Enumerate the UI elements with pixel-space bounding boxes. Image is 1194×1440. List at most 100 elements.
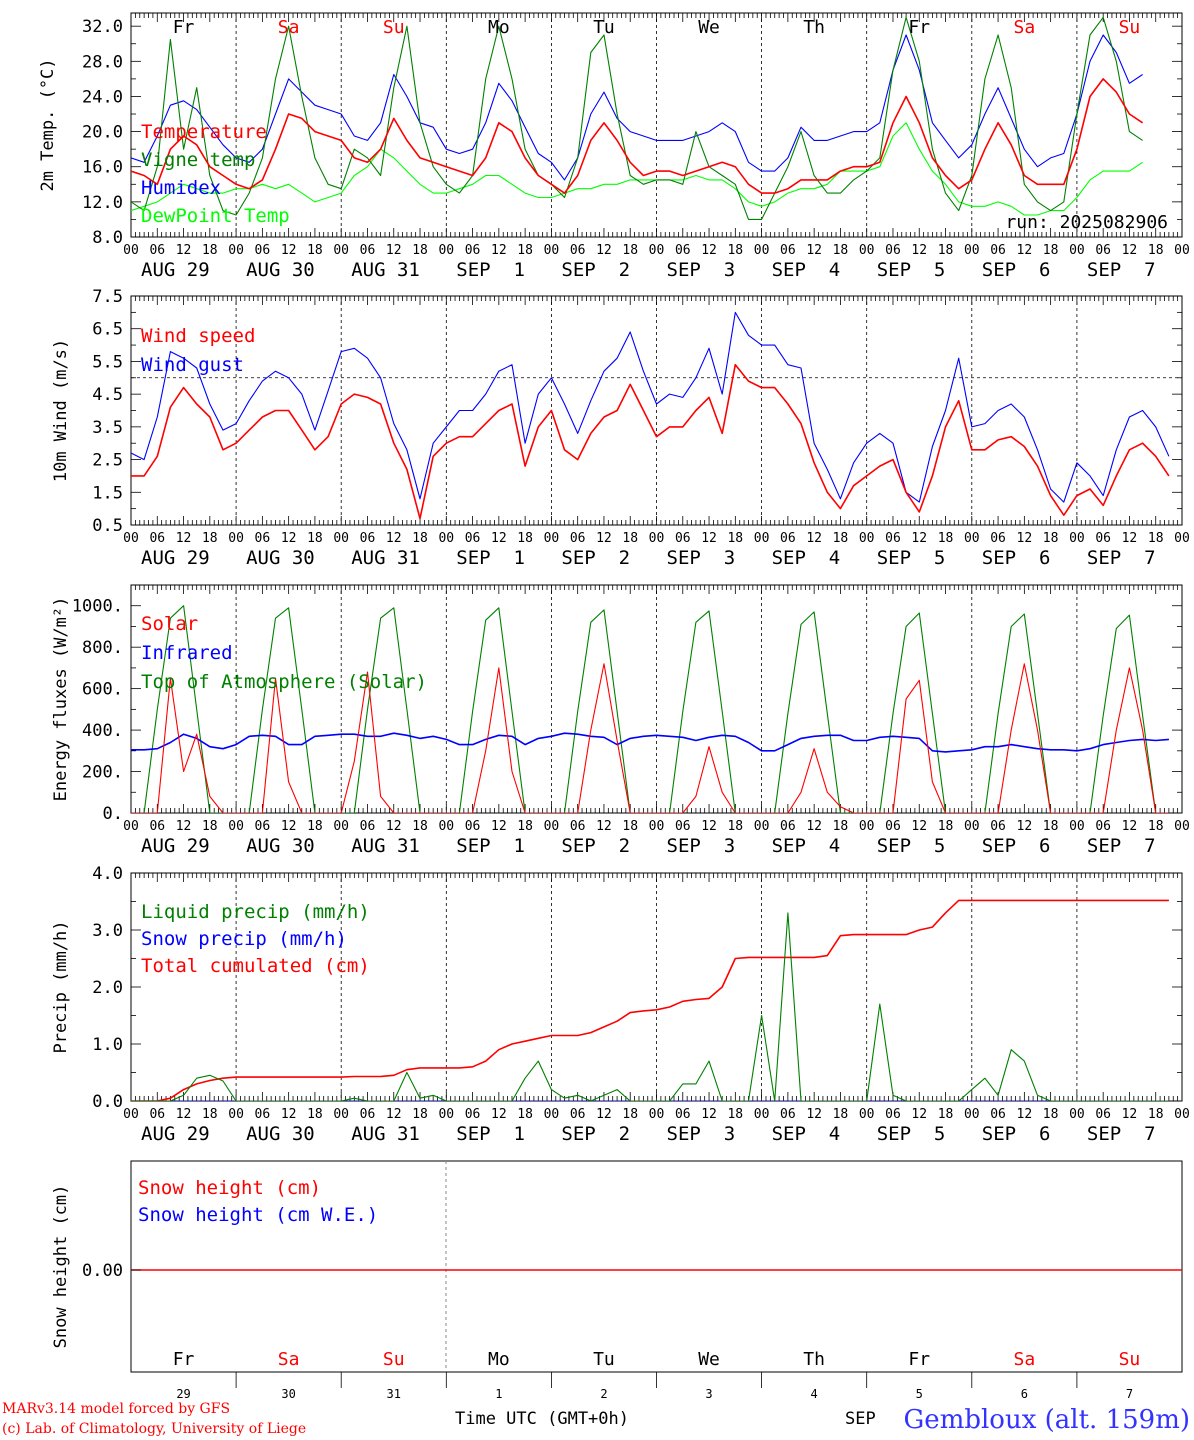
- date-label: SEP 4: [772, 547, 841, 569]
- hour-tick-label: 06: [1095, 531, 1111, 546]
- date-label: SEP 2: [561, 259, 630, 281]
- y-tick-label: 8.0: [92, 228, 123, 248]
- hour-tick-label: 00: [544, 243, 560, 258]
- hour-tick-label: 12: [1017, 819, 1033, 834]
- hour-tick-label: 12: [491, 819, 507, 834]
- y-tick-label: 24.0: [82, 87, 123, 107]
- day-label: Mo: [488, 17, 510, 38]
- hour-tick-label: 18: [938, 531, 954, 546]
- hour-tick-label: 12: [596, 531, 612, 546]
- day-number-label: 3: [705, 1387, 712, 1401]
- y-tick-label: 32.0: [82, 17, 123, 37]
- hour-tick-label: 00: [649, 819, 665, 834]
- date-label: SEP 6: [982, 835, 1051, 857]
- legend-snow-height-cm-w-e: Snow height (cm W.E.): [138, 1204, 378, 1226]
- hour-tick-label: 00: [544, 531, 560, 546]
- hour-tick-label: 12: [911, 819, 927, 834]
- y-tick-label: 2.5: [92, 451, 123, 471]
- y-axis-title: 10m Wind (m/s): [51, 339, 71, 482]
- hour-tick-label: 00: [964, 1107, 980, 1122]
- hour-tick-label: 12: [281, 819, 297, 834]
- run-label: run: 2025082906: [1005, 212, 1168, 233]
- date-label: SEP 6: [982, 547, 1051, 569]
- series-line-total-cumulated-cm: [131, 899, 1169, 1101]
- y-tick-label: 0.: [103, 804, 123, 824]
- date-label: SEP 2: [561, 547, 630, 569]
- y-tick-label: 4.0: [92, 864, 123, 884]
- series-line-humidex: [131, 34, 1143, 181]
- date-label: SEP 5: [877, 835, 946, 857]
- hour-tick-label: 00: [754, 819, 770, 834]
- hour-tick-label: 18: [1148, 1107, 1164, 1122]
- hour-tick-label: 12: [281, 243, 297, 258]
- day-number-label: 7: [1126, 1387, 1133, 1401]
- day-label: Fr: [173, 1349, 195, 1370]
- date-label: SEP 5: [877, 1123, 946, 1145]
- hour-tick-label: 18: [307, 243, 323, 258]
- hour-tick-label: 06: [675, 531, 691, 546]
- hour-tick-label: 00: [228, 1107, 244, 1122]
- hour-tick-label: 06: [990, 1107, 1006, 1122]
- hour-tick-label: 18: [622, 819, 638, 834]
- legend-vigne-temp: Vigne temp: [141, 149, 255, 171]
- day-label: Su: [1119, 1349, 1141, 1370]
- legend-solar: Solar: [141, 613, 198, 635]
- hour-tick-label: 18: [307, 819, 323, 834]
- hour-tick-label: 06: [990, 531, 1006, 546]
- hour-tick-label: 12: [596, 1107, 612, 1122]
- hour-tick-label: 06: [570, 819, 586, 834]
- y-tick-label: 3.5: [92, 418, 123, 438]
- day-label: Th: [803, 1349, 825, 1370]
- hour-tick-label: 00: [123, 1107, 139, 1122]
- legend-humidex: Humidex: [141, 177, 221, 199]
- y-tick-label: 0.0: [92, 1092, 123, 1112]
- date-label: SEP 2: [561, 835, 630, 857]
- date-label: AUG 29: [141, 1123, 210, 1145]
- legend-snow-height-cm: Snow height (cm): [138, 1177, 321, 1199]
- hour-tick-label: 12: [1122, 243, 1138, 258]
- y-tick-label: 1000.: [72, 597, 123, 617]
- hour-tick-label: 06: [149, 243, 165, 258]
- day-number-label: 6: [1021, 1387, 1028, 1401]
- day-label: Sa: [278, 17, 300, 38]
- hour-tick-label: 12: [1122, 819, 1138, 834]
- hour-tick-label: 00: [859, 243, 875, 258]
- hour-tick-label: 12: [1017, 531, 1033, 546]
- hour-tick-label: 00: [649, 1107, 665, 1122]
- hour-tick-label: 00: [123, 819, 139, 834]
- series-group: [131, 311, 1170, 520]
- date-label: AUG 29: [141, 547, 210, 569]
- hour-tick-label: 18: [622, 531, 638, 546]
- panel-energy-fluxes-w-m: 00 06 12 18 00 06 12 18 00 06 12 18 00 06 12 18 00 06 12 18…: [51, 584, 1190, 857]
- hour-tick-label: 06: [465, 1107, 481, 1122]
- hour-tick-label: 12: [176, 819, 192, 834]
- hour-tick-label: 12: [701, 243, 717, 258]
- hour-tick-label: 00: [754, 1107, 770, 1122]
- hour-tick-label: 12: [491, 531, 507, 546]
- y-tick-label: 5.5: [92, 352, 123, 372]
- hour-tick-label: 06: [149, 819, 165, 834]
- y-axis-title: Snow height (cm): [51, 1185, 71, 1349]
- hour-tick-label: 12: [596, 819, 612, 834]
- hour-tick-label: 12: [911, 531, 927, 546]
- hour-tick-label: 00: [544, 819, 560, 834]
- hour-tick-label: 18: [412, 1107, 428, 1122]
- date-label: AUG 31: [351, 547, 420, 569]
- hour-tick-label: 06: [465, 243, 481, 258]
- y-tick-label: 800.: [82, 638, 123, 658]
- hour-tick-label: 00: [333, 531, 349, 546]
- hour-tick-label: 18: [938, 1107, 954, 1122]
- hour-tick-label: 06: [675, 819, 691, 834]
- day-label: Sa: [1014, 17, 1036, 38]
- hour-tick-label: 18: [202, 1107, 218, 1122]
- hour-tick-label: 18: [622, 243, 638, 258]
- hour-tick-label: 00: [964, 819, 980, 834]
- date-label: SEP 7: [1087, 1123, 1156, 1145]
- day-label: Su: [383, 1349, 405, 1370]
- hour-tick-label: 00: [1174, 1107, 1190, 1122]
- hour-tick-label: 18: [1148, 819, 1164, 834]
- hour-tick-label: 12: [491, 1107, 507, 1122]
- hour-tick-label: 00: [964, 531, 980, 546]
- date-label: AUG 30: [246, 547, 315, 569]
